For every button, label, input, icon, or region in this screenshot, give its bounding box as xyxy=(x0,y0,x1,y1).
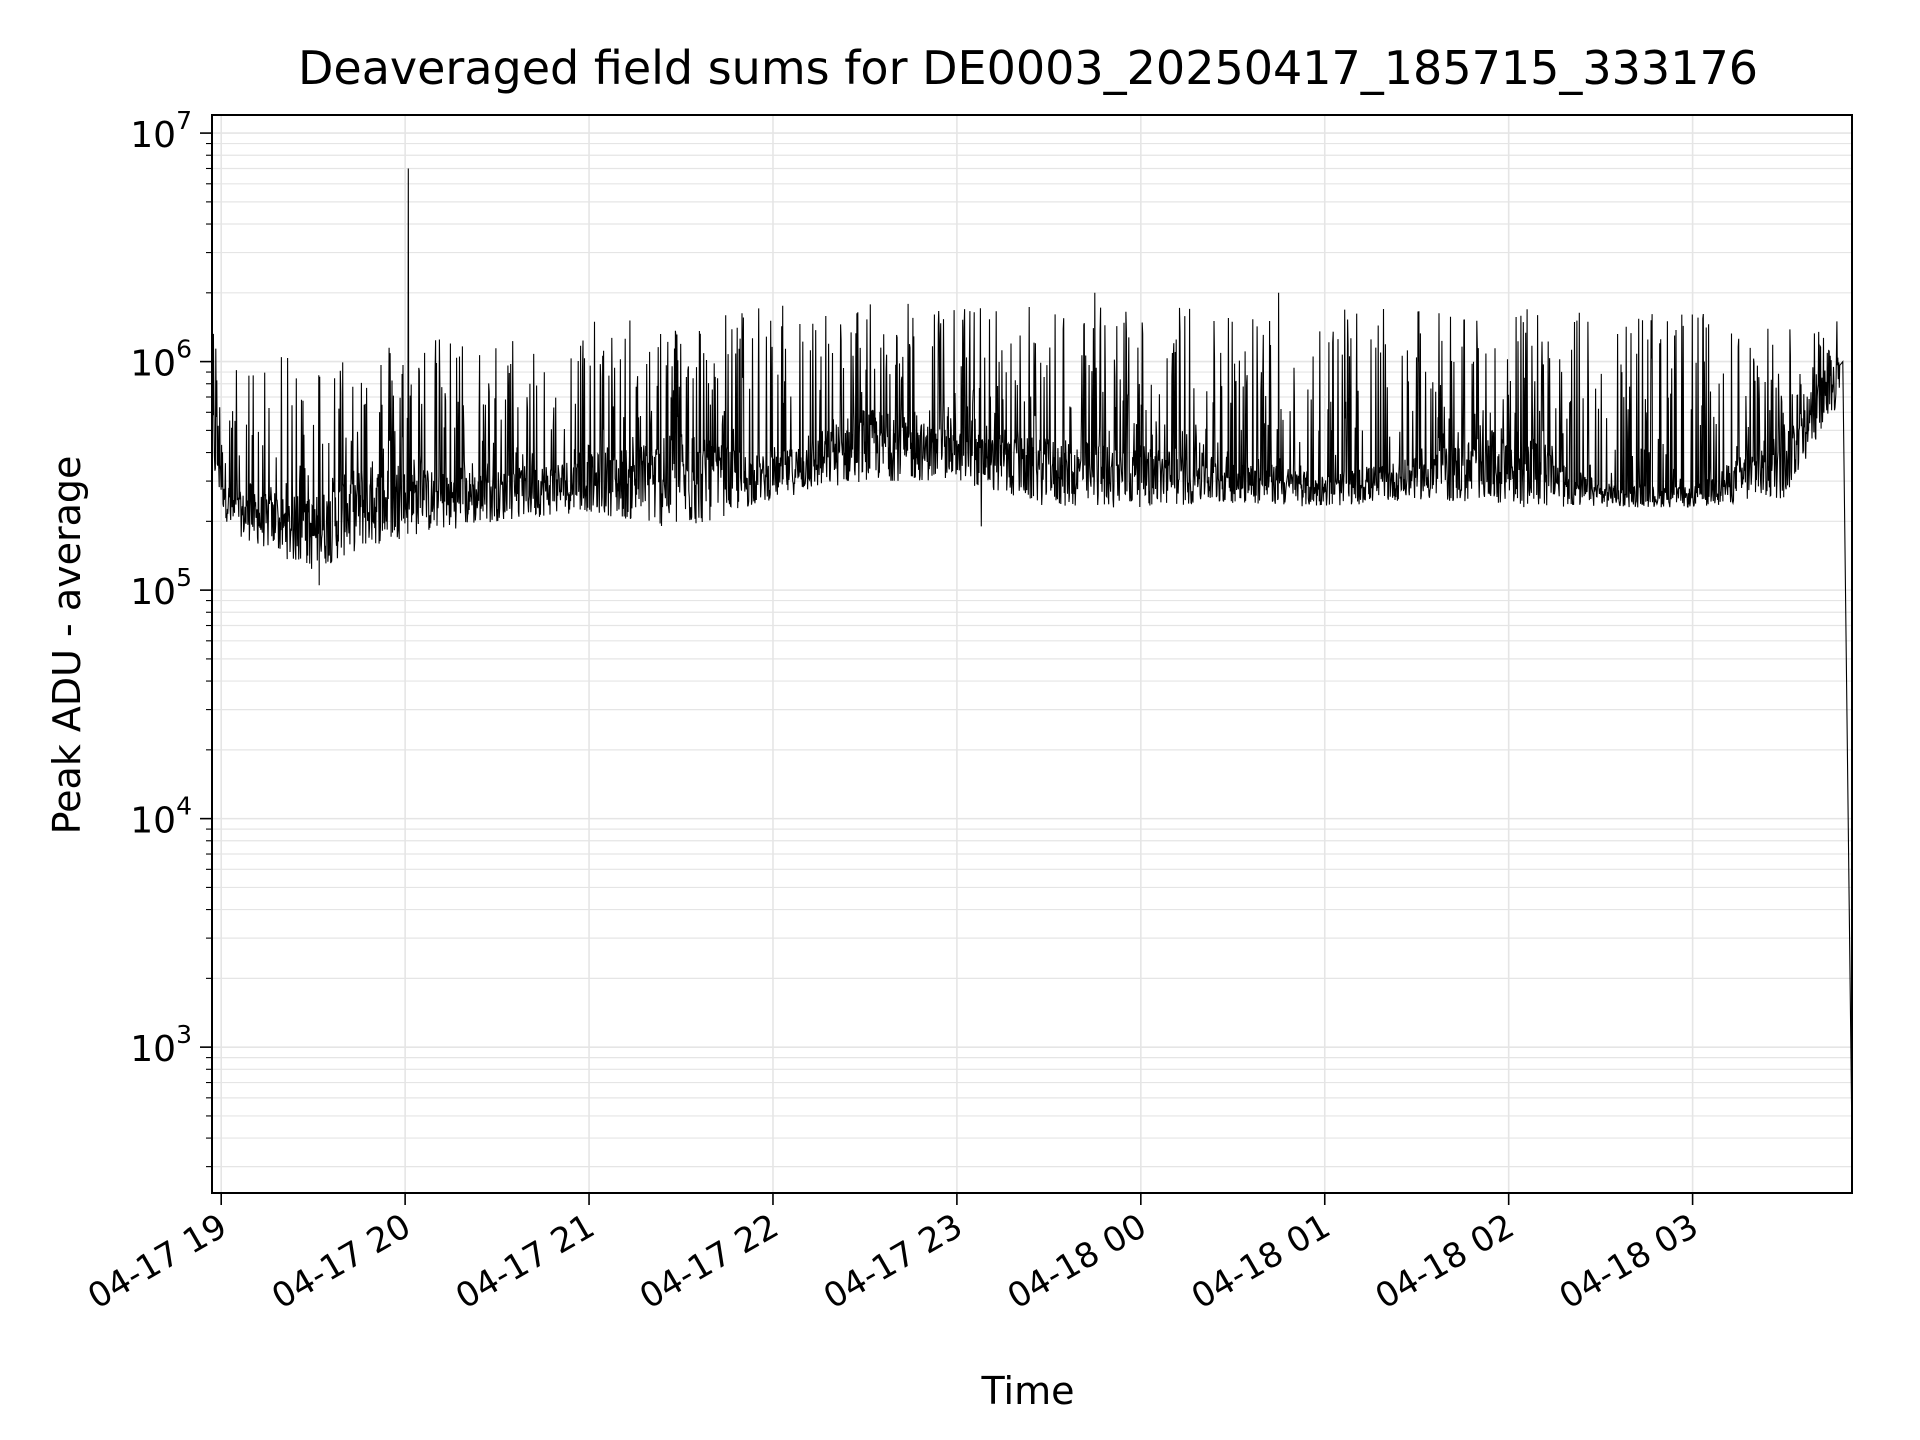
series-line xyxy=(211,168,1853,1144)
y-axis-label: Peak ADU - average xyxy=(45,456,89,835)
y-tick-label: 105 xyxy=(130,563,192,613)
x-tick-label: 04-17 20 xyxy=(265,1206,417,1317)
y-axis: 103 104 105 106 107 xyxy=(130,106,212,1168)
x-tick-label: 04-17 23 xyxy=(817,1206,969,1317)
y-tick-label: 106 xyxy=(130,335,192,385)
x-tick-label: 04-17 19 xyxy=(81,1206,233,1317)
grid xyxy=(212,115,1852,1193)
x-tick-label: 04-18 00 xyxy=(1001,1206,1153,1317)
x-tick-label: 04-17 22 xyxy=(633,1206,785,1317)
x-axis-label: Time xyxy=(981,1369,1075,1413)
x-tick-label: 04-17 21 xyxy=(449,1206,601,1317)
x-tick-label: 04-18 03 xyxy=(1553,1206,1705,1317)
y-tick-label: 103 xyxy=(130,1020,192,1070)
y-tick-label: 104 xyxy=(130,792,192,842)
x-tick-label: 04-18 01 xyxy=(1185,1206,1337,1317)
plot-frame xyxy=(211,114,1853,1194)
chart-title: Deaveraged field sums for DE0003_2025041… xyxy=(298,41,1758,95)
x-axis: 04-17 19 04-17 20 04-17 21 04-17 22 04-17 23… xyxy=(81,1193,1705,1317)
y-tick-label: 107 xyxy=(130,106,192,156)
x-tick-label: 04-18 02 xyxy=(1369,1206,1521,1317)
